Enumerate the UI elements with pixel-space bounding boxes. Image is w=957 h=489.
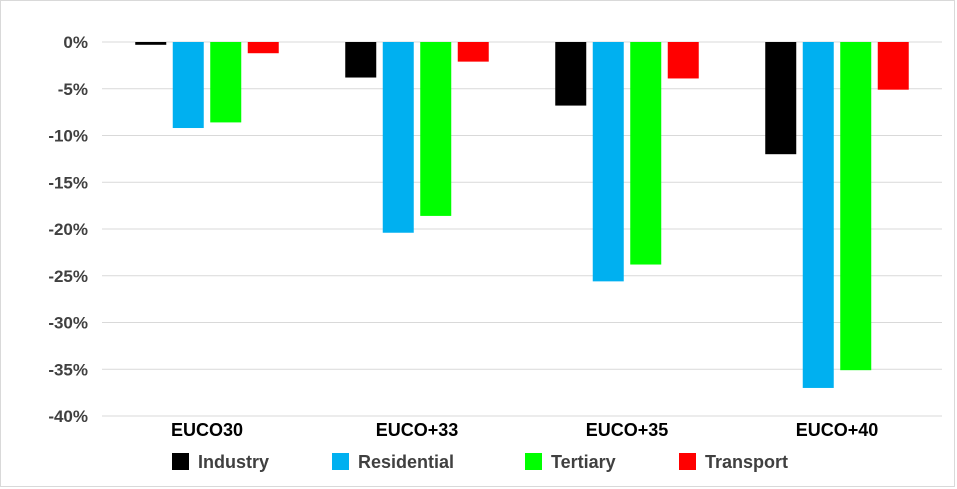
x-axis-category-labels: EUCO30 EUCO+33 EUCO+35 EUCO+40 bbox=[171, 420, 878, 440]
legend-label-industry: Industry bbox=[198, 452, 269, 472]
bar-tertiary-eucoplus33 bbox=[420, 42, 452, 216]
legend-label-residential: Residential bbox=[358, 452, 454, 472]
bar-tertiary-eucoplus35 bbox=[630, 42, 662, 265]
bar-transport-euco30 bbox=[247, 42, 279, 54]
bar-residential-euco30 bbox=[172, 42, 204, 129]
y-axis-tick-labels: 0% -5% -10% -15% -20% -25% -30% -35% -40% bbox=[48, 33, 88, 426]
bar-residential-eucoplus33 bbox=[382, 42, 414, 233]
bar-industry-eucoplus35 bbox=[555, 42, 587, 106]
bar-transport-eucoplus35 bbox=[667, 42, 699, 79]
bar-industry-eucoplus33 bbox=[345, 42, 377, 78]
y-tick-label: -30% bbox=[48, 314, 88, 333]
y-tick-label: -25% bbox=[48, 267, 88, 286]
legend-label-transport: Transport bbox=[705, 452, 788, 472]
legend-swatch-residential bbox=[332, 453, 349, 470]
bar-industry-euco30 bbox=[135, 42, 167, 45]
bar-industry-eucoplus40 bbox=[765, 42, 797, 155]
bar-tertiary-eucoplus40 bbox=[840, 42, 872, 371]
bar-residential-eucoplus35 bbox=[592, 42, 624, 282]
legend: Industry Residential Tertiary Transport bbox=[172, 452, 788, 472]
y-tick-label: -5% bbox=[58, 80, 88, 99]
legend-swatch-transport bbox=[679, 453, 696, 470]
y-tick-label: -35% bbox=[48, 360, 88, 379]
legend-swatch-industry bbox=[172, 453, 189, 470]
y-tick-label: -20% bbox=[48, 220, 88, 239]
x-category-label: EUCO+33 bbox=[376, 420, 459, 440]
y-tick-label: -15% bbox=[48, 173, 88, 192]
y-tick-label: -40% bbox=[48, 407, 88, 426]
y-tick-label: 0% bbox=[63, 33, 88, 52]
bar-transport-eucoplus33 bbox=[457, 42, 489, 62]
bar-transport-eucoplus40 bbox=[877, 42, 909, 90]
y-tick-label: -10% bbox=[48, 127, 88, 146]
bar-residential-eucoplus40 bbox=[802, 42, 834, 388]
legend-swatch-tertiary bbox=[525, 453, 542, 470]
x-category-label: EUCO+40 bbox=[796, 420, 879, 440]
legend-label-tertiary: Tertiary bbox=[551, 452, 616, 472]
x-category-label: EUCO+35 bbox=[586, 420, 669, 440]
bars bbox=[135, 42, 909, 388]
x-category-label: EUCO30 bbox=[171, 420, 243, 440]
bar-tertiary-euco30 bbox=[210, 42, 242, 123]
gridlines bbox=[102, 41, 942, 417]
